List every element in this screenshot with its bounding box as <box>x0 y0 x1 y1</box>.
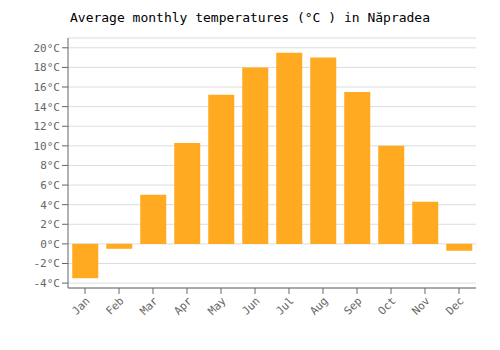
svg-text:May: May <box>205 294 229 318</box>
svg-text:Jan: Jan <box>69 294 92 317</box>
svg-text:Nov: Nov <box>409 294 433 318</box>
svg-text:Oct: Oct <box>375 294 398 317</box>
html-text:Average monthly temperatures (: Average monthly temperatures (°C ) in Nă… <box>70 10 430 25</box>
svg-text:Jun: Jun <box>239 294 262 317</box>
svg-text:6°C: 6°C <box>40 179 60 192</box>
svg-text:18°C: 18°C <box>34 61 61 74</box>
svg-text:20°C: 20°C <box>34 42 61 55</box>
svg-text:16°C: 16°C <box>34 81 61 94</box>
svg-text:14°C: 14°C <box>34 101 61 114</box>
svg-text:-4°C: -4°C <box>34 277 61 290</box>
svg-text:-2°C: -2°C <box>34 257 61 270</box>
svg-text:Mar: Mar <box>137 294 161 318</box>
svg-text:Aug: Aug <box>307 294 330 317</box>
svg-text:4°C: 4°C <box>40 199 60 212</box>
svg-text:2°C: 2°C <box>40 218 60 231</box>
svg-text:Feb: Feb <box>103 294 126 317</box>
svg-text:Sep: Sep <box>341 294 364 317</box>
svg-text:0°C: 0°C <box>40 238 60 251</box>
svg-text:Apr: Apr <box>171 294 195 318</box>
svg-text:12°C: 12°C <box>34 120 61 133</box>
svg-text:Jul: Jul <box>273 294 296 317</box>
svg-text:10°C: 10°C <box>34 140 61 153</box>
svg-text:Dec: Dec <box>443 294 466 317</box>
svg-text:8°C: 8°C <box>40 159 60 172</box>
